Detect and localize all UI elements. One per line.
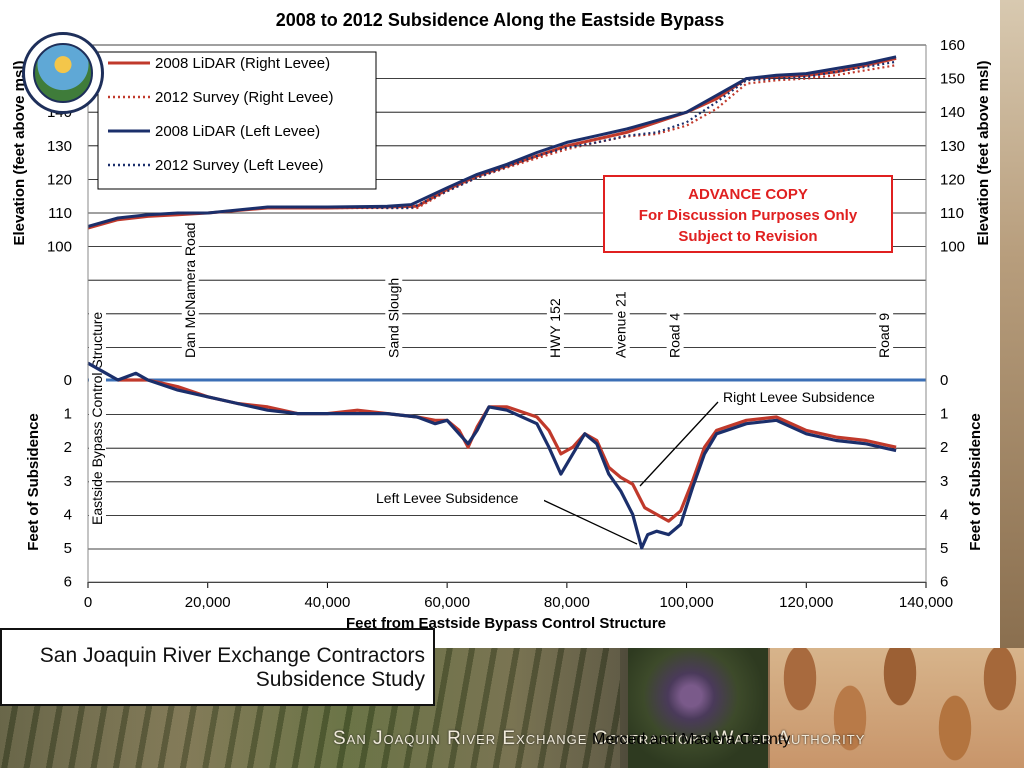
almonds-photo: [770, 648, 1024, 768]
subsidence-tick-right: 4: [940, 506, 948, 523]
landmark-label-bg: [876, 309, 894, 361]
right-levee-annotation: Right Levee Subsidence: [723, 389, 875, 405]
county-overlay-text: Merced and Madera County: [592, 731, 791, 748]
subsidence-tick-left: 3: [64, 473, 72, 490]
elevation-ylabel-right: Elevation (feet above msl): [975, 60, 992, 245]
seal-emblem: [33, 43, 93, 103]
landmark-label: Road 9: [876, 313, 892, 358]
landmark-label-bg: [181, 219, 199, 361]
subsidence-tick-right: 3: [940, 473, 948, 490]
grapes-photo: [628, 648, 768, 768]
subsidence-tick-left: 5: [64, 540, 72, 557]
advance-copy-note: ADVANCE COPY For Discussion Purposes Only…: [603, 175, 893, 253]
study-title-line2: Subsidence Study: [255, 668, 425, 691]
landmark-label: Avenue 21: [613, 291, 629, 358]
x-tick-label: 120,000: [779, 594, 833, 611]
subsidence-series-1: [87, 361, 897, 550]
elevation-tick-right: 160: [940, 37, 965, 54]
study-title-line1: San Joaquin River Exchange Contractors: [39, 644, 425, 667]
elevation-tick-right: 130: [940, 138, 965, 155]
note-line: ADVANCE COPY: [688, 186, 808, 203]
subsidence-tick-right: 2: [940, 439, 948, 456]
elevation-series-3: [87, 60, 897, 228]
subsidence-tick-right: 5: [940, 540, 948, 557]
dwr-seal-icon: [22, 32, 104, 114]
elevation-tick-left: 100: [47, 239, 72, 256]
elevation-tick-right: 140: [940, 104, 965, 121]
legend-entry: 2012 Survey (Right Levee): [155, 89, 333, 106]
subsidence-tick-left: 6: [64, 574, 72, 591]
authority-footer: San Joaquin River Exchange Contractors W…: [333, 728, 866, 749]
elevation-tick-right: 110: [940, 205, 964, 222]
subsidence-chart: 2008 to 2012 Subsidence Along the Eastsi…: [11, 10, 992, 632]
x-tick-label: 20,000: [185, 594, 231, 611]
x-tick-label: 140,000: [899, 594, 953, 611]
right-levee-leader: [639, 401, 719, 487]
subsidence-tick-right: 0: [940, 372, 948, 389]
x-tick-label: 40,000: [304, 594, 350, 611]
note-box: [603, 175, 893, 253]
left-levee-label-bg: [374, 489, 544, 507]
landmark-label-bg: [385, 274, 403, 361]
elevation-tick-left: 130: [47, 138, 72, 155]
x-tick-label: 100,000: [659, 594, 713, 611]
x-tick-label: 60,000: [424, 594, 470, 611]
elevation-tick-right: 150: [940, 71, 965, 88]
elevation-tick-left: 110: [48, 205, 72, 222]
left-levee-annotation: Left Levee Subsidence: [376, 490, 519, 506]
landmark-label-bg: [612, 288, 630, 361]
elevation-ylabel-left: Elevation (feet above msl): [11, 60, 28, 245]
landmark-label-bg: [88, 308, 106, 528]
landmark-label: Eastside Bypass Control Structure: [89, 312, 105, 525]
study-title-box: San Joaquin River Exchange Contractors S…: [0, 628, 435, 706]
annotations: Right Levee Subsidence Left Levee Subside…: [374, 388, 902, 545]
landmark-label-bg: [666, 309, 684, 361]
axes: [87, 45, 927, 583]
subsidence-tick-left: 1: [64, 406, 72, 423]
landmark-label: Road 4: [667, 313, 683, 358]
chart-title: 2008 to 2012 Subsidence Along the Eastsi…: [276, 10, 725, 30]
legend-entry: 2008 LiDAR (Left Levee): [155, 123, 320, 140]
elevation-tick-right: 100: [940, 239, 965, 256]
series: [87, 55, 897, 550]
elevation-tick-left: 120: [47, 171, 72, 188]
background-photo-strip: [1000, 0, 1024, 648]
note-line: For Discussion Purposes Only: [639, 207, 858, 224]
right-levee-label-bg: [720, 388, 902, 406]
landmark-label: HWY 152: [547, 298, 563, 358]
elevation-tick-right: 120: [940, 171, 965, 188]
subsidence-ylabel-right: Feet of Subsidence: [967, 413, 984, 551]
x-tick-label: 0: [84, 594, 92, 611]
note-line: Subject to Revision: [678, 228, 817, 245]
legend: 2008 LiDAR (Right Levee) 2012 Survey (Rig…: [97, 51, 377, 190]
legend-entry: 2008 LiDAR (Right Levee): [155, 55, 330, 72]
subsidence-tick-right: 6: [940, 574, 948, 591]
subsidence-tick-left: 2: [64, 439, 72, 456]
chart-panel: 2008 to 2012 Subsidence Along the Eastsi…: [11, 10, 992, 632]
x-tick-label: 80,000: [544, 594, 590, 611]
landmark-label: Sand Slough: [385, 278, 401, 358]
left-levee-leader: [542, 499, 638, 545]
subsidence-ylabel-left: Feet of Subsidence: [25, 413, 42, 551]
x-axis-label: Feet from Eastside Bypass Control Struct…: [346, 615, 666, 632]
subsidence-tick-left: 0: [64, 372, 72, 389]
subsidence-tick-right: 1: [940, 406, 948, 423]
landmark-label-bg: [546, 295, 564, 361]
landmark-label: Dan McNamera Road: [182, 223, 198, 358]
legend-entry: 2012 Survey (Left Levee): [155, 157, 323, 174]
subsidence-tick-left: 4: [64, 506, 72, 523]
